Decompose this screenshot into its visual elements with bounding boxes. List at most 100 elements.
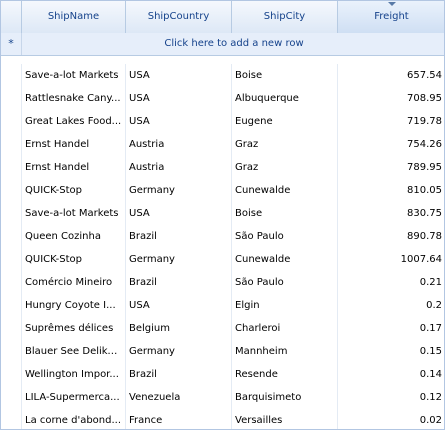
row-indicator[interactable]	[1, 156, 22, 179]
add-new-row-text[interactable]: Click here to add a new row	[164, 38, 304, 49]
row-indicator[interactable]	[1, 248, 22, 271]
row-indicator[interactable]	[1, 110, 22, 133]
freight-cell[interactable]: 754.26	[338, 133, 444, 156]
freight-cell[interactable]: 657.54	[338, 64, 444, 87]
shipcity-cell[interactable]: São Paulo	[232, 225, 338, 248]
table-row[interactable]: Save-a-lot Markets USA Boise 657.54	[1, 64, 444, 87]
shipcity-cell[interactable]: Barquisimeto	[232, 386, 338, 409]
table-row[interactable]: Ernst Handel Austria Graz 789.95	[1, 156, 444, 179]
row-indicator[interactable]	[1, 133, 22, 156]
row-indicator[interactable]	[1, 225, 22, 248]
freight-cell[interactable]: 0.15	[338, 340, 444, 363]
shipcountry-cell[interactable]: USA	[126, 110, 232, 133]
shipname-cell[interactable]: LILA-Supermerca...	[22, 386, 126, 409]
table-row[interactable]: Ernst Handel Austria Graz 754.26	[1, 133, 444, 156]
row-indicator[interactable]	[1, 386, 22, 409]
shipcountry-cell[interactable]: Venezuela	[126, 386, 232, 409]
shipname-cell[interactable]: Rattlesnake Cany...	[22, 87, 126, 110]
shipname-cell[interactable]: QUICK-Stop	[22, 248, 126, 271]
shipcountry-cell[interactable]: Belgium	[126, 317, 232, 340]
shipcity-cell[interactable]: Eugene	[232, 110, 338, 133]
row-indicator[interactable]	[1, 363, 22, 386]
shipname-cell[interactable]: Blauer See Delikat...	[22, 340, 126, 363]
row-indicator[interactable]	[1, 317, 22, 340]
row-indicator[interactable]	[1, 294, 22, 317]
shipname-cell[interactable]: Comércio Mineiro	[22, 271, 126, 294]
freight-cell[interactable]: 890.78	[338, 225, 444, 248]
shipname-cell[interactable]: Save-a-lot Markets	[22, 202, 126, 225]
shipcity-cell[interactable]: Mannheim	[232, 340, 338, 363]
shipcity-cell[interactable]: Charleroi	[232, 317, 338, 340]
shipcity-cell[interactable]: Cunewalde	[232, 179, 338, 202]
column-header-shipcountry[interactable]: ShipCountry	[126, 1, 232, 33]
shipcountry-cell[interactable]: Brazil	[126, 363, 232, 386]
freight-cell[interactable]: 789.95	[338, 156, 444, 179]
table-row[interactable]: Suprêmes délices Belgium Charleroi 0.17	[1, 317, 444, 340]
freight-cell[interactable]: 719.78	[338, 110, 444, 133]
shipcountry-cell[interactable]: Germany	[126, 179, 232, 202]
shipname-cell[interactable]: Wellington Impor...	[22, 363, 126, 386]
freight-cell[interactable]: 830.75	[338, 202, 444, 225]
shipcountry-cell[interactable]: USA	[126, 64, 232, 87]
shipcity-cell[interactable]: Versailles	[232, 409, 338, 429]
table-row[interactable]: Save-a-lot Markets USA Boise 830.75	[1, 202, 444, 225]
shipcity-cell[interactable]: Graz	[232, 156, 338, 179]
row-indicator[interactable]	[1, 202, 22, 225]
table-row[interactable]: Blauer See Delikat... Germany Mannheim 0.15	[1, 340, 444, 363]
freight-cell[interactable]: 810.05	[338, 179, 444, 202]
shipcountry-cell[interactable]: USA	[126, 294, 232, 317]
table-row[interactable]: Great Lakes Food... USA Eugene 719.78	[1, 110, 444, 133]
freight-cell[interactable]: 708.95	[338, 87, 444, 110]
freight-cell[interactable]: 0.2	[338, 294, 444, 317]
row-indicator[interactable]	[1, 271, 22, 294]
table-row[interactable]: Rattlesnake Cany... USA Albuquerque 708.95	[1, 87, 444, 110]
table-row[interactable]: QUICK-Stop Germany Cunewalde 810.05	[1, 179, 444, 202]
table-row[interactable]: Wellington Impor... Brazil Resende 0.14	[1, 363, 444, 386]
shipcountry-cell[interactable]: Brazil	[126, 271, 232, 294]
freight-cell[interactable]: 0.02	[338, 409, 444, 429]
row-indicator[interactable]	[1, 87, 22, 110]
shipcity-cell[interactable]: Cunewalde	[232, 248, 338, 271]
shipcity-cell[interactable]: Boise	[232, 202, 338, 225]
column-header-freight[interactable]: Freight	[338, 1, 444, 33]
shipcountry-cell[interactable]: France	[126, 409, 232, 429]
shipcountry-cell[interactable]: Austria	[126, 156, 232, 179]
add-new-row[interactable]: * Click here to add a new row	[1, 33, 444, 56]
shipcity-cell[interactable]: São Paulo	[232, 271, 338, 294]
shipcity-cell[interactable]: Elgin	[232, 294, 338, 317]
shipcountry-cell[interactable]: Germany	[126, 340, 232, 363]
freight-cell[interactable]: 0.12	[338, 386, 444, 409]
shipname-cell[interactable]: Save-a-lot Markets	[22, 64, 126, 87]
shipcity-cell[interactable]: Albuquerque	[232, 87, 338, 110]
shipcity-cell[interactable]: Boise	[232, 64, 338, 87]
table-row[interactable]: Queen Cozinha Brazil São Paulo 890.78	[1, 225, 444, 248]
table-row[interactable]: Hungry Coyote I... USA Elgin 0.2	[1, 294, 444, 317]
row-indicator[interactable]	[1, 179, 22, 202]
row-indicator[interactable]	[1, 64, 22, 87]
freight-cell[interactable]: 0.17	[338, 317, 444, 340]
column-header-shipname[interactable]: ShipName	[22, 1, 126, 33]
table-row[interactable]: La corne d'abond... France Versailles 0.02	[1, 409, 444, 429]
table-row[interactable]: QUICK-Stop Germany Cunewalde 1007.64	[1, 248, 444, 271]
shipcountry-cell[interactable]: Brazil	[126, 225, 232, 248]
shipname-cell[interactable]: Suprêmes délices	[22, 317, 126, 340]
shipname-cell[interactable]: Ernst Handel	[22, 156, 126, 179]
shipcountry-cell[interactable]: Austria	[126, 133, 232, 156]
shipname-cell[interactable]: Hungry Coyote I...	[22, 294, 126, 317]
shipcountry-cell[interactable]: USA	[126, 87, 232, 110]
shipcity-cell[interactable]: Graz	[232, 133, 338, 156]
shipcity-cell[interactable]: Resende	[232, 363, 338, 386]
shipname-cell[interactable]: Queen Cozinha	[22, 225, 126, 248]
row-indicator[interactable]	[1, 409, 22, 429]
freight-cell[interactable]: 1007.64	[338, 248, 444, 271]
shipname-cell[interactable]: Ernst Handel	[22, 133, 126, 156]
column-header-shipcity[interactable]: ShipCity	[232, 1, 338, 33]
shipname-cell[interactable]: QUICK-Stop	[22, 179, 126, 202]
shipname-cell[interactable]: La corne d'abond...	[22, 409, 126, 429]
table-row[interactable]: LILA-Supermerca... Venezuela Barquisimeto 0…	[1, 386, 444, 409]
row-indicator[interactable]	[1, 340, 22, 363]
shipcountry-cell[interactable]: Germany	[126, 248, 232, 271]
shipname-cell[interactable]: Great Lakes Food...	[22, 110, 126, 133]
shipcountry-cell[interactable]: USA	[126, 202, 232, 225]
freight-cell[interactable]: 0.14	[338, 363, 444, 386]
